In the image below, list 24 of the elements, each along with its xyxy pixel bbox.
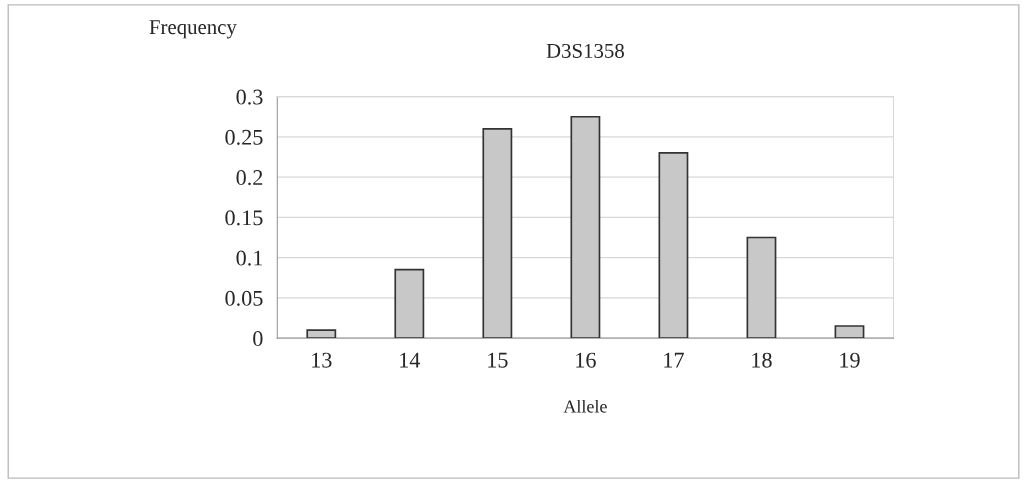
y-tick-label: 0.1 <box>236 250 263 266</box>
bar <box>746 236 777 339</box>
bar <box>570 115 601 339</box>
y-tick-label: 0.3 <box>236 89 263 105</box>
x-tick-label: 13 <box>312 352 332 368</box>
chart-title: D3S1358 <box>546 43 624 58</box>
y-tick-label: 0.15 <box>225 210 263 226</box>
x-tick-label: 19 <box>840 352 860 368</box>
bar <box>394 268 425 339</box>
x-tick-label: 16 <box>576 352 596 368</box>
x-tick-label: 14 <box>400 352 421 368</box>
y-axis-title: Frequency <box>149 20 237 39</box>
y-tick-label: 0.25 <box>225 129 263 145</box>
x-tick-label: 18 <box>752 352 772 368</box>
y-tick-label: 0 <box>253 331 263 347</box>
x-tick-label: 17 <box>664 352 684 368</box>
bar <box>834 325 865 339</box>
y-tick-label: 0.05 <box>225 290 263 306</box>
y-tick-label: 0.2 <box>236 170 263 186</box>
bar <box>482 127 513 339</box>
bar <box>658 152 689 339</box>
x-tick-label: 15 <box>488 352 508 368</box>
x-axis-title: Allele <box>563 399 607 413</box>
bar <box>306 329 337 339</box>
